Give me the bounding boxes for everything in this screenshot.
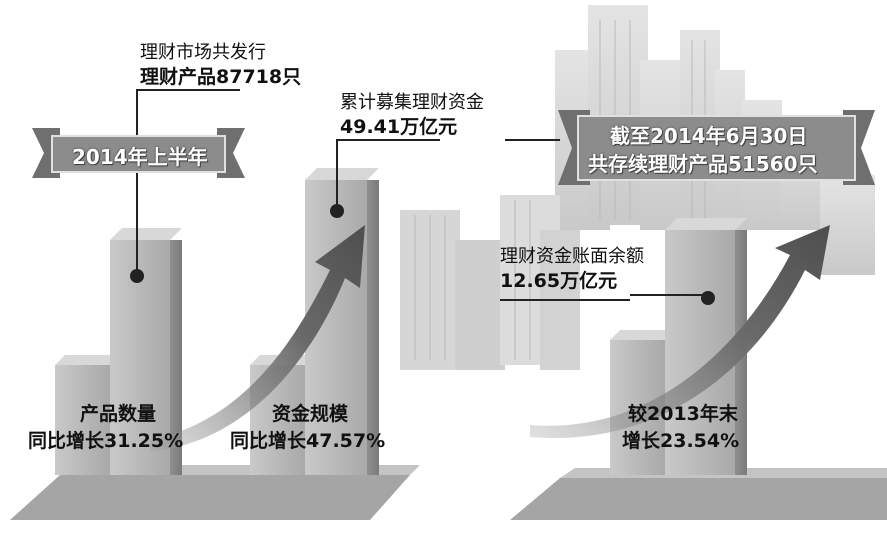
balance-text-line1: 理财资金账面余额 bbox=[500, 246, 644, 267]
left-base-platform bbox=[10, 475, 410, 520]
right-bar-label-line2: 增长23.54% bbox=[622, 430, 740, 452]
marker-dot-balance bbox=[701, 291, 715, 305]
right-growth-arrow bbox=[530, 225, 830, 439]
right-bar-label-line1: 较2013年末 bbox=[628, 403, 738, 425]
left-bar-short bbox=[55, 355, 120, 475]
date-ribbon-line1: 截至2014年6月30日 bbox=[610, 124, 808, 148]
bar1-label-line2: 同比增长31.25% bbox=[28, 430, 184, 452]
issued-text-line1: 理财市场共发行 bbox=[140, 42, 266, 63]
marker-dot-product-count bbox=[130, 269, 144, 283]
right-base-platform bbox=[510, 478, 887, 520]
balance-text-line2: 12.65万亿元 bbox=[500, 270, 618, 292]
marker-dot-fund-scale bbox=[330, 204, 344, 218]
issued-text-line2: 理财产品87718只 bbox=[140, 66, 302, 88]
bar1-label-line1: 产品数量 bbox=[80, 403, 157, 425]
city-skyline bbox=[400, 5, 875, 370]
date-ribbon-line2: 共存续理财产品51560只 bbox=[588, 152, 818, 176]
raised-text-line2: 49.41万亿元 bbox=[340, 116, 458, 138]
period-ribbon-label: 2014年上半年 bbox=[72, 145, 208, 169]
period-ribbon bbox=[32, 128, 245, 178]
left-growth-arrow bbox=[150, 225, 365, 452]
raised-text-line1: 累计募集理财资金 bbox=[340, 92, 484, 113]
bar2-label-line2: 同比增长47.57% bbox=[230, 430, 386, 452]
bar2-label-line1: 资金规模 bbox=[272, 403, 349, 425]
date-ribbon bbox=[558, 110, 875, 185]
